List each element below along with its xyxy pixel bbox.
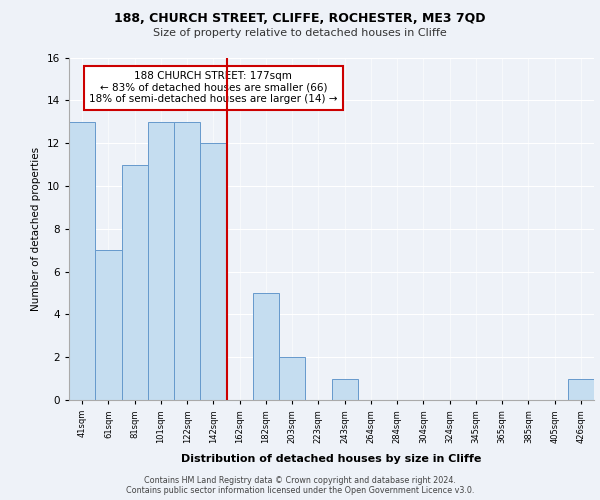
Bar — [200, 143, 227, 400]
Text: Contains public sector information licensed under the Open Government Licence v3: Contains public sector information licen… — [126, 486, 474, 495]
X-axis label: Distribution of detached houses by size in Cliffe: Distribution of detached houses by size … — [181, 454, 482, 464]
Bar — [148, 122, 174, 400]
Text: Contains HM Land Registry data © Crown copyright and database right 2024.: Contains HM Land Registry data © Crown c… — [144, 476, 456, 485]
Bar — [253, 293, 279, 400]
Text: Size of property relative to detached houses in Cliffe: Size of property relative to detached ho… — [153, 28, 447, 38]
Bar — [174, 122, 200, 400]
Bar — [331, 378, 358, 400]
Bar — [568, 378, 594, 400]
Text: 188 CHURCH STREET: 177sqm
← 83% of detached houses are smaller (66)
18% of semi-: 188 CHURCH STREET: 177sqm ← 83% of detac… — [89, 71, 338, 104]
Bar — [121, 164, 148, 400]
Y-axis label: Number of detached properties: Number of detached properties — [31, 146, 41, 311]
Bar — [279, 357, 305, 400]
Bar — [95, 250, 121, 400]
Text: 188, CHURCH STREET, CLIFFE, ROCHESTER, ME3 7QD: 188, CHURCH STREET, CLIFFE, ROCHESTER, M… — [114, 12, 486, 26]
Bar — [69, 122, 95, 400]
